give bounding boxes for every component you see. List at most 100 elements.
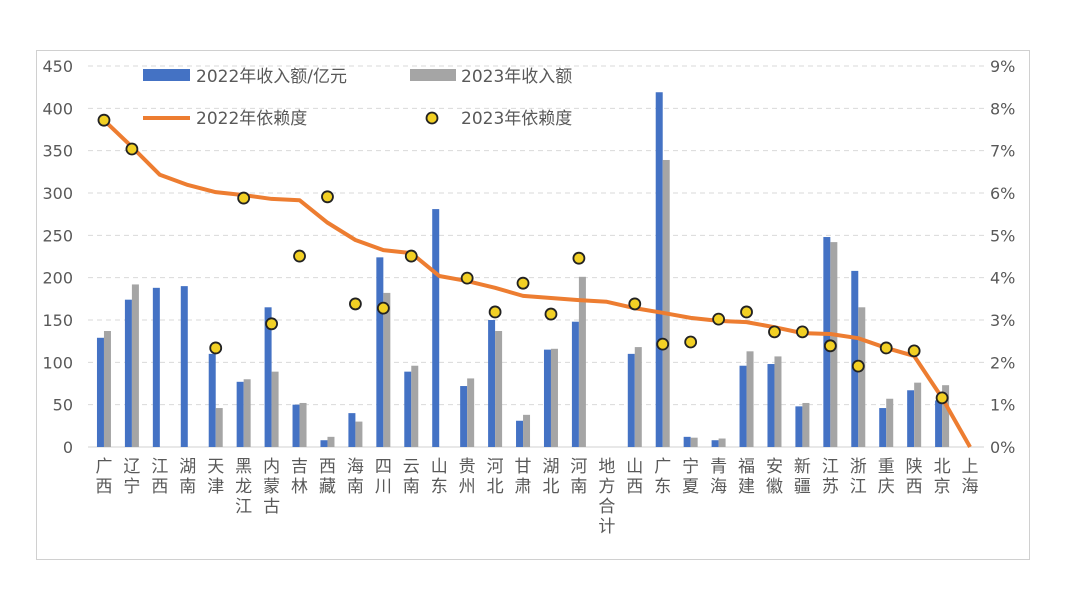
category-label: 重 <box>878 457 895 477</box>
bar-2022 <box>655 92 663 447</box>
bar-2023 <box>774 356 782 447</box>
bar-2022 <box>320 440 328 447</box>
point-2023-dependency <box>488 305 502 319</box>
legend-label: 2023年收入额 <box>461 67 572 87</box>
category-label: 南 <box>570 477 587 497</box>
right-axis-tick-label: 4% <box>990 269 1015 288</box>
point-2023-dependency <box>935 391 949 405</box>
legend-swatch-2023-income <box>410 69 456 81</box>
category-label: 山 <box>626 457 643 477</box>
category-label: 广 <box>654 457 671 477</box>
bar-2022 <box>516 420 524 447</box>
category-label: 西 <box>626 477 643 497</box>
category-label: 上 <box>962 457 979 477</box>
category-label: 辽 <box>123 457 140 477</box>
category-label: 西 <box>319 457 336 477</box>
category-label: 东 <box>431 477 448 497</box>
left-axis-tick-label: 0 <box>63 438 73 457</box>
category-label: 贵 <box>459 457 476 477</box>
point-2023-dependency <box>740 305 753 319</box>
category-label: 南 <box>179 477 196 497</box>
bar-2023 <box>662 159 670 448</box>
category-label: 四 <box>375 457 392 477</box>
category-label: 苏 <box>822 477 839 497</box>
bar-2023 <box>495 331 503 447</box>
left-axis-tick-label: 150 <box>42 311 73 330</box>
point-2023-dependency <box>516 276 530 290</box>
bar-2022 <box>851 270 859 447</box>
category-label: 甘 <box>515 457 532 477</box>
legend-swatch-2023-dependency <box>425 111 439 125</box>
point-2023-dependency <box>907 344 921 358</box>
category-label: 河 <box>487 457 504 477</box>
bar-2023 <box>550 348 558 447</box>
category-label: 津 <box>207 477 224 497</box>
point-2023-dependency <box>209 341 223 355</box>
bar-2022 <box>543 349 551 447</box>
category-label: 海 <box>962 477 979 497</box>
bar-2022 <box>124 299 132 447</box>
category-label: 龙 <box>235 477 252 497</box>
bar-2023 <box>858 307 866 447</box>
category-label: 宁 <box>123 477 140 497</box>
left-axis-tick-label: 300 <box>42 184 73 203</box>
bar-2022 <box>627 353 635 447</box>
bar-2022 <box>236 381 244 447</box>
point-2023-dependency <box>125 142 139 156</box>
category-label: 内 <box>263 457 280 477</box>
point-2023-dependency <box>768 325 781 339</box>
bar-2022 <box>767 364 775 447</box>
category-label: 北 <box>542 477 559 497</box>
right-axis-tick-label: 3% <box>990 311 1015 330</box>
point-2023-dependency <box>237 191 251 205</box>
category-label: 陕 <box>906 457 923 477</box>
category-label: 云 <box>403 457 420 477</box>
left-axis-tick-label: 50 <box>53 396 73 415</box>
category-label: 黑 <box>235 457 252 477</box>
bar-2022 <box>376 257 384 447</box>
bar-2022 <box>264 307 272 447</box>
point-2023-dependency <box>684 335 698 349</box>
point-2023-dependency <box>628 297 642 311</box>
category-label: 青 <box>710 457 727 477</box>
bar-2023 <box>634 347 642 447</box>
legend-label: 2022年收入额/亿元 <box>196 67 347 87</box>
right-axis-tick-label: 8% <box>990 99 1015 118</box>
category-label: 川 <box>375 477 392 497</box>
category-label: 方 <box>598 477 615 497</box>
category-label: 北 <box>934 457 951 477</box>
bar-2023 <box>746 351 754 447</box>
bar-2023 <box>355 421 363 447</box>
right-axis-tick-label: 2% <box>990 353 1015 372</box>
point-2023-dependency <box>544 307 558 321</box>
bar-2022 <box>571 321 579 447</box>
point-2023-dependency <box>460 271 474 285</box>
category-label: 古 <box>263 497 280 517</box>
bar-2022 <box>348 413 356 447</box>
category-label: 江 <box>850 477 867 497</box>
category-label: 宁 <box>682 457 699 477</box>
category-label: 合 <box>598 497 615 517</box>
category-label: 新 <box>794 457 811 477</box>
bar-2023 <box>467 378 475 447</box>
legend-swatch-2022-income <box>143 69 190 81</box>
bar-2022 <box>292 404 300 447</box>
category-label: 海 <box>710 477 727 497</box>
left-axis-tick-label: 200 <box>42 269 73 288</box>
point-2023-dependency <box>851 359 865 373</box>
category-label: 江 <box>235 497 252 517</box>
bar-2023 <box>523 414 531 447</box>
chart-frame <box>36 50 1030 560</box>
category-label: 山 <box>431 457 448 477</box>
category-label: 北 <box>487 477 504 497</box>
category-label: 建 <box>738 477 755 497</box>
bar-2022 <box>180 286 188 447</box>
bar-2023 <box>383 292 391 447</box>
legend-label: 2022年依赖度 <box>196 109 307 129</box>
bar-2022 <box>96 337 104 447</box>
category-label: 疆 <box>794 477 811 497</box>
bar-2022 <box>907 390 915 447</box>
bar-2023 <box>914 382 922 447</box>
bar-2023 <box>942 385 950 447</box>
